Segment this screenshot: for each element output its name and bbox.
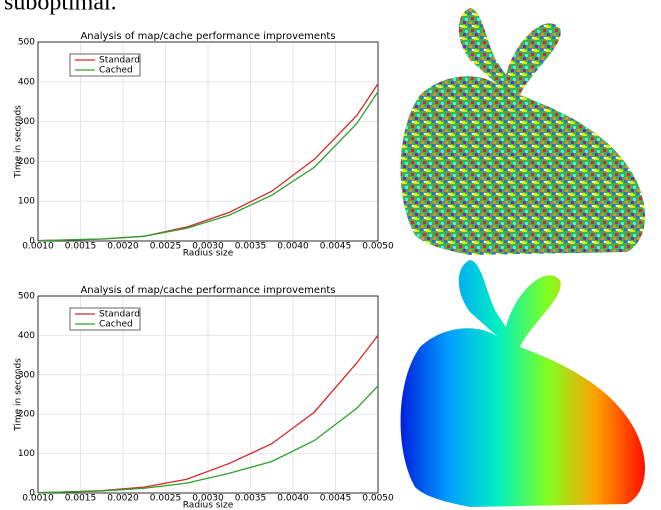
y-tick-label: 100 xyxy=(18,197,35,207)
line-series xyxy=(37,91,379,242)
y-tick-label: 200 xyxy=(18,157,35,167)
x-tick-label: 0.0030 xyxy=(192,494,224,504)
x-tick-label: 0.0020 xyxy=(107,494,139,504)
x-axis-label: Radius size xyxy=(183,249,234,259)
y-axis-label: Time in seconds xyxy=(14,358,24,432)
x-tick-label: 0.0015 xyxy=(65,494,97,504)
y-tick-label: 300 xyxy=(18,370,35,380)
legend-label: Cached xyxy=(99,66,133,76)
bunny-image-gradient xyxy=(400,260,646,507)
x-tick-label: 0.0010 xyxy=(22,242,54,252)
y-tick-label: 300 xyxy=(18,117,35,127)
x-tick-label: 0.0010 xyxy=(22,494,54,504)
x-tick-label: 0.0025 xyxy=(150,494,182,504)
y-tick-label: 0 xyxy=(29,237,35,247)
y-tick-label: 200 xyxy=(18,410,35,420)
legend-label: Standard xyxy=(99,310,140,320)
y-tick-label: 500 xyxy=(18,292,35,302)
y-tick-label: 400 xyxy=(18,331,35,341)
y-axis-label: Time in seconds xyxy=(14,105,24,179)
chart-title: Analysis of map/cache performance improv… xyxy=(80,31,335,42)
x-tick-label: 0.0050 xyxy=(362,242,394,252)
heading: suboptimal. xyxy=(4,0,117,16)
bunny-image-noise xyxy=(400,8,646,255)
plot-frame xyxy=(37,41,379,242)
x-tick-label: 0.0035 xyxy=(235,242,267,252)
legend-label: Standard xyxy=(99,56,140,66)
x-tick-label: 0.0020 xyxy=(107,242,139,252)
y-tick-label: 0 xyxy=(29,489,35,499)
x-tick-label: 0.0025 xyxy=(150,242,182,252)
x-tick-label: 0.0015 xyxy=(65,242,97,252)
x-tick-label: 0.0045 xyxy=(320,494,352,504)
x-tick-label: 0.0030 xyxy=(192,242,224,252)
line-series xyxy=(37,385,379,494)
plot-frame xyxy=(37,295,379,494)
x-tick-label: 0.0040 xyxy=(277,494,309,504)
y-tick-label: 400 xyxy=(18,77,35,87)
chart-title: Analysis of map/cache performance improv… xyxy=(80,285,335,296)
x-tick-label: 0.0040 xyxy=(277,242,309,252)
legend-label: Cached xyxy=(99,320,133,330)
y-tick-label: 500 xyxy=(18,38,35,48)
y-tick-label: 100 xyxy=(18,449,35,459)
x-tick-label: 0.0050 xyxy=(362,494,394,504)
x-tick-label: 0.0045 xyxy=(320,242,352,252)
x-tick-label: 0.0035 xyxy=(235,494,267,504)
x-axis-label: Radius size xyxy=(183,501,234,510)
